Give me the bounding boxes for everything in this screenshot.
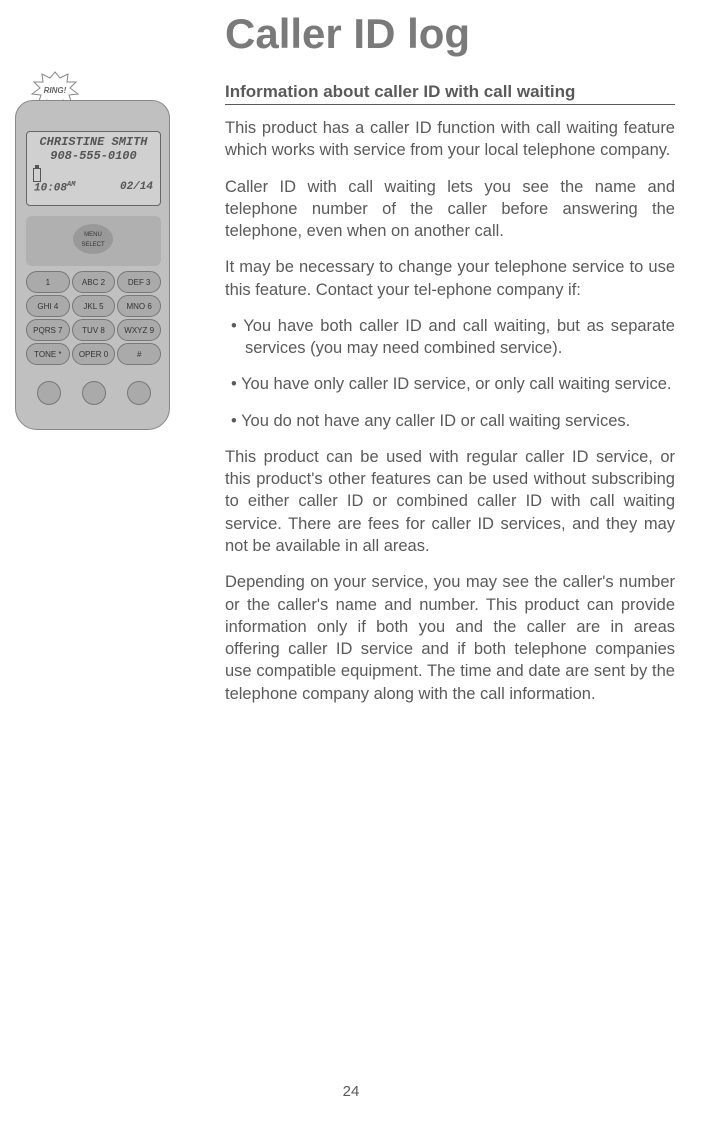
battery-icon [33, 168, 41, 182]
delete-button [82, 381, 106, 405]
paragraph-2: Caller ID with call waiting lets you see… [225, 176, 675, 243]
speaker-button [37, 381, 61, 405]
paragraph-4: This product can be used with regular ca… [225, 446, 675, 557]
content-area: Information about caller ID with call wa… [225, 82, 675, 719]
bullet-1: • You have both caller ID and call waiti… [225, 315, 675, 360]
page-title: Caller ID log [225, 10, 470, 58]
phone-nav-controls: MENUSELECT [26, 216, 161, 266]
bullet-3: • You do not have any caller ID or call … [225, 410, 675, 432]
page-number: 24 [0, 1083, 702, 1100]
screen-time-date: 10:08AM 02/14 [30, 181, 157, 195]
bullet-2: • You have only caller ID service, or on… [225, 373, 675, 395]
phone-screen: CHRISTINE SMITH 908-555-0100 10:08AM 02/… [26, 131, 161, 206]
svg-text:RING!: RING! [44, 86, 67, 95]
key-2: ABC 2 [72, 271, 116, 293]
key-7: PQRS 7 [26, 319, 70, 341]
key-hash: # [117, 343, 161, 365]
screen-caller-number: 908-555-0100 [30, 149, 157, 163]
paragraph-5: Depending on your service, you may see t… [225, 571, 675, 705]
phone-body: CHRISTINE SMITH 908-555-0100 10:08AM 02/… [15, 100, 170, 430]
phone-illustration: RING! CHRISTINE SMITH 908-555-0100 10:08… [15, 70, 185, 430]
key-3: DEF 3 [117, 271, 161, 293]
paragraph-1: This product has a caller ID function wi… [225, 117, 675, 162]
key-5: JKL 5 [72, 295, 116, 317]
key-4: GHI 4 [26, 295, 70, 317]
key-star: TONE * [26, 343, 70, 365]
menu-select-button: MENUSELECT [73, 224, 113, 254]
key-9: WXYZ 9 [117, 319, 161, 341]
screen-caller-name: CHRISTINE SMITH [30, 135, 157, 149]
phone-keypad: 1 ABC 2 DEF 3 GHI 4 JKL 5 MNO 6 PQRS 7 T… [26, 271, 161, 365]
section-heading: Information about caller ID with call wa… [225, 82, 675, 105]
key-8: TUV 8 [72, 319, 116, 341]
key-1: 1 [26, 271, 70, 293]
mute-button [127, 381, 151, 405]
paragraph-3: It may be necessary to change your telep… [225, 256, 675, 301]
phone-bottom-buttons [26, 381, 161, 405]
key-0: OPER 0 [72, 343, 116, 365]
key-6: MNO 6 [117, 295, 161, 317]
